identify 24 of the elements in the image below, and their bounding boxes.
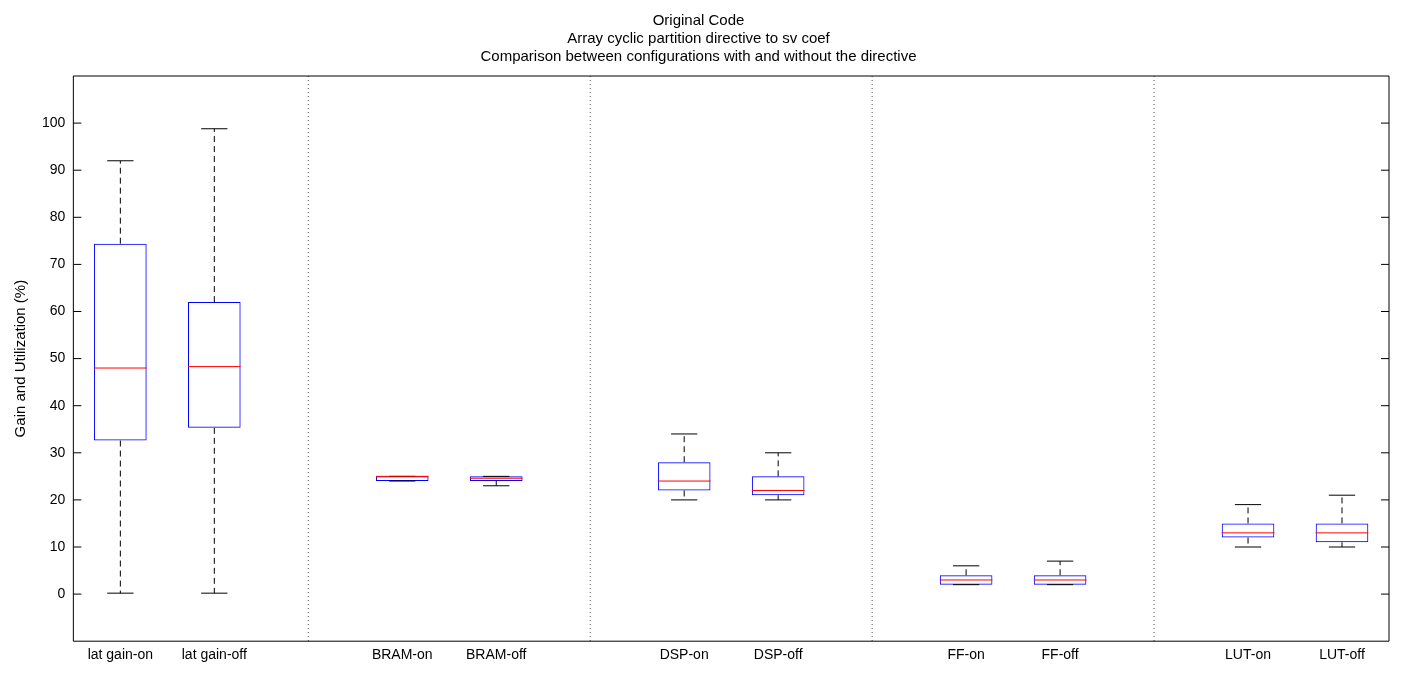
y-tick-label: 90 bbox=[49, 161, 66, 178]
x-tick-label: lat gain-on bbox=[87, 646, 154, 663]
y-tick-label: 70 bbox=[49, 255, 66, 272]
y-tick-label: 60 bbox=[49, 302, 66, 319]
y-tick-label: 20 bbox=[49, 490, 66, 507]
y-tick-label: 80 bbox=[49, 208, 66, 225]
y-tick-label: 100 bbox=[42, 113, 66, 130]
y-tick-label: 40 bbox=[49, 396, 66, 413]
x-tick-label: FF-off bbox=[1041, 646, 1079, 663]
y-axis-title: Gain and Utilization (%) bbox=[11, 279, 29, 438]
x-tick-label: LUT-on bbox=[1225, 646, 1271, 663]
y-tick-label: 50 bbox=[49, 349, 66, 366]
x-tick-label: BRAM-on bbox=[371, 646, 433, 663]
y-tick-label: 30 bbox=[49, 443, 66, 460]
chart-subtitle: Array cyclic partition directive to sv coef Comparison between configurations with and without the directive bbox=[480, 29, 917, 65]
x-tick-label: LUT-off bbox=[1319, 646, 1365, 663]
x-tick-label: DSP-off bbox=[753, 646, 803, 663]
chart-title: Original Code bbox=[652, 11, 745, 29]
x-tick-label: lat gain-off bbox=[181, 646, 247, 663]
x-tick-label: DSP-on bbox=[659, 646, 709, 663]
y-tick-label: 10 bbox=[49, 537, 66, 554]
x-tick-label: BRAM-off bbox=[466, 646, 527, 663]
x-tick-label: FF-on bbox=[947, 646, 985, 663]
y-tick-label: 0 bbox=[57, 584, 66, 601]
